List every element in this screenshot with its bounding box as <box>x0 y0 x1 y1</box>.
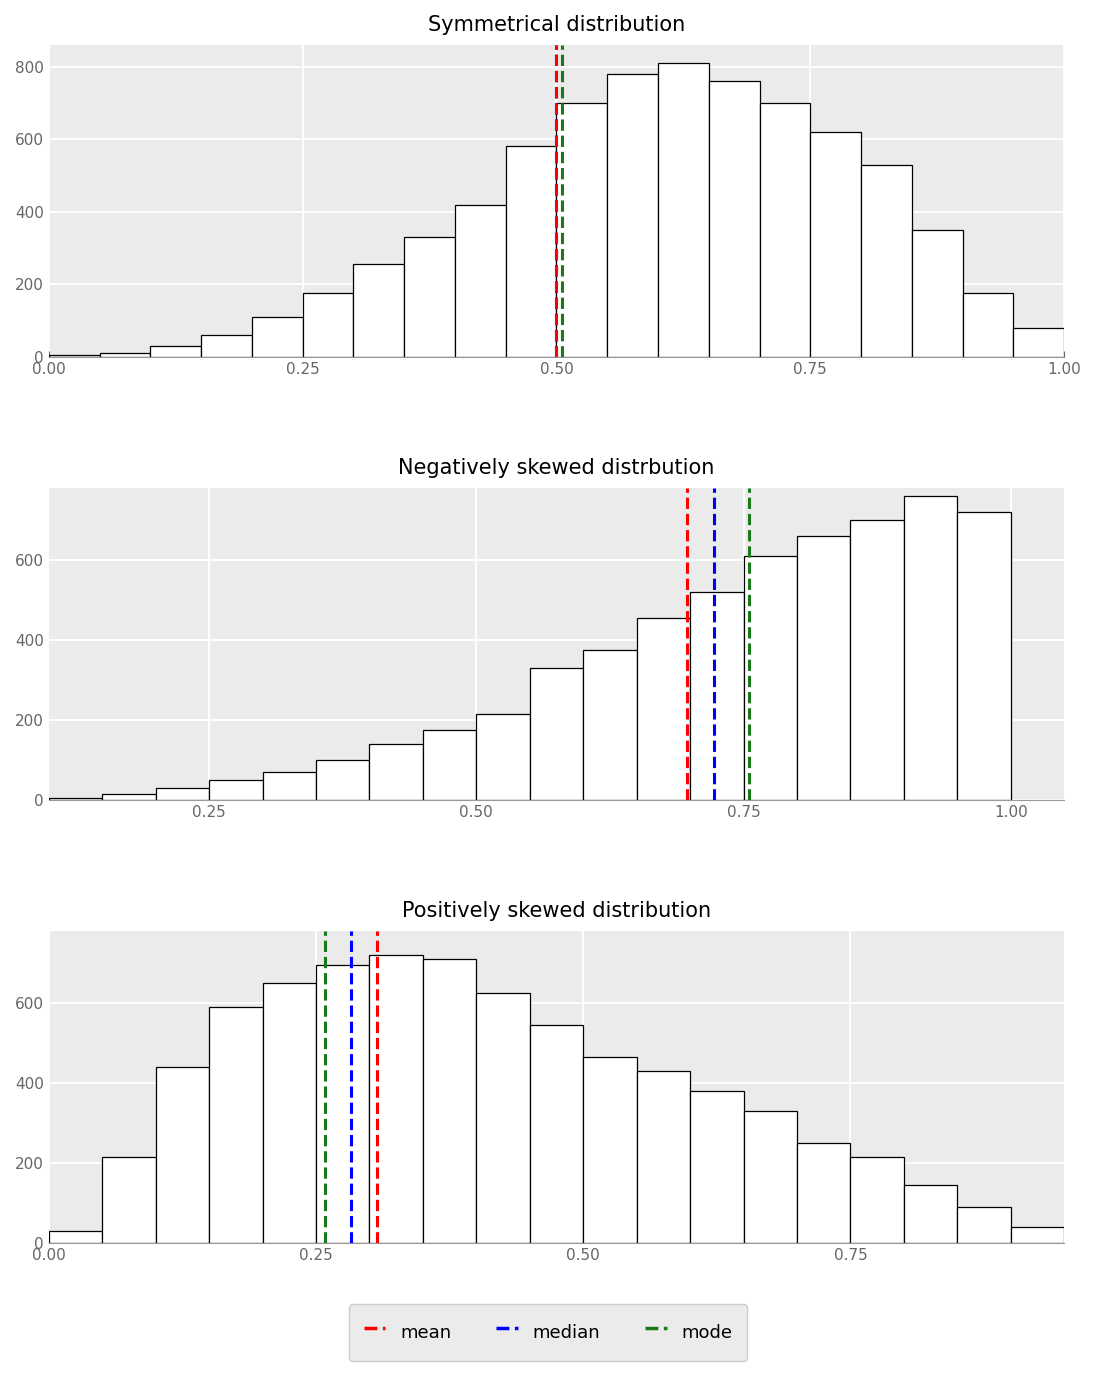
Bar <box>353 264 404 356</box>
Bar <box>156 789 209 800</box>
Bar <box>583 1056 637 1243</box>
Bar <box>505 146 557 356</box>
Bar <box>658 64 709 356</box>
Bar <box>102 1157 156 1243</box>
Bar <box>583 650 637 800</box>
Bar <box>316 965 369 1243</box>
Bar <box>690 1091 743 1243</box>
Bar <box>962 293 1014 356</box>
Bar <box>957 1207 1011 1243</box>
Bar <box>100 352 150 356</box>
Bar <box>302 293 353 356</box>
Bar <box>49 1230 102 1243</box>
Bar <box>102 794 156 800</box>
Bar <box>637 1070 690 1243</box>
Bar <box>743 1110 797 1243</box>
Bar <box>709 81 760 356</box>
Bar <box>797 1143 850 1243</box>
Bar <box>209 1007 263 1243</box>
Bar <box>637 617 690 800</box>
Bar <box>743 557 797 800</box>
Title: Symmetrical distribution: Symmetrical distribution <box>427 15 685 35</box>
Bar <box>850 1157 904 1243</box>
Bar <box>150 347 202 356</box>
Bar <box>263 772 316 800</box>
Bar <box>904 496 957 800</box>
Bar <box>477 993 529 1243</box>
Bar <box>209 780 263 800</box>
Bar <box>477 714 529 800</box>
Bar <box>156 1068 209 1243</box>
Bar <box>369 954 423 1243</box>
Bar <box>455 204 505 356</box>
Bar <box>957 512 1011 800</box>
Legend: mean, median, mode: mean, median, mode <box>350 1304 746 1360</box>
Bar <box>1014 327 1064 356</box>
Title: Negatively skewed distrbution: Negatively skewed distrbution <box>398 458 715 478</box>
Bar <box>316 760 369 800</box>
Bar <box>797 536 850 800</box>
Bar <box>690 592 743 800</box>
Bar <box>423 731 477 800</box>
Bar <box>810 133 861 356</box>
Bar <box>557 104 607 356</box>
Bar <box>1011 1226 1064 1243</box>
Bar <box>49 355 100 356</box>
Bar <box>369 744 423 800</box>
Bar <box>861 164 912 356</box>
Bar <box>912 229 962 356</box>
Bar <box>263 983 316 1243</box>
Bar <box>529 1025 583 1243</box>
Bar <box>760 104 810 356</box>
Bar <box>607 75 658 356</box>
Bar <box>850 519 904 800</box>
Bar <box>49 798 102 800</box>
Bar <box>404 238 455 356</box>
Title: Positively skewed distribution: Positively skewed distribution <box>402 900 711 921</box>
Bar <box>202 336 252 356</box>
Bar <box>423 958 477 1243</box>
Bar <box>252 318 302 356</box>
Bar <box>904 1185 957 1243</box>
Bar <box>529 668 583 800</box>
